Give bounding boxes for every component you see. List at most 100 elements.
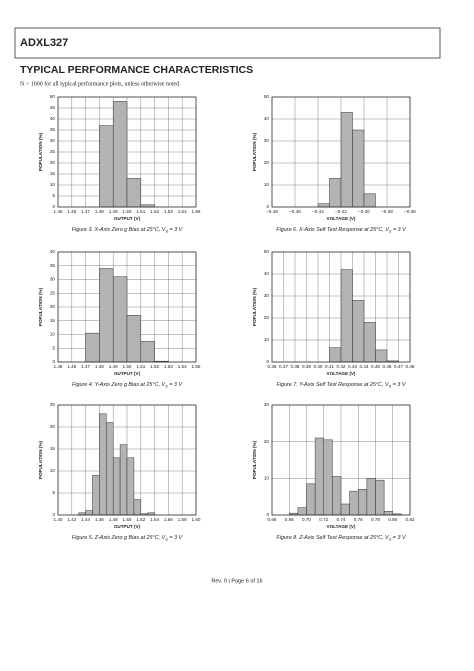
y-tick-label: 25 <box>50 149 56 154</box>
x-tick-label: 1.46 <box>67 209 76 214</box>
y-tick-label: 20 <box>264 160 270 165</box>
x-tick-label: 1.52 <box>150 209 159 214</box>
footer: Rev. 0 | Page 6 of 16 <box>211 578 262 584</box>
histogram-bar <box>340 503 350 516</box>
caption-text: Figure 6. X-Axis Self Test Response at 2… <box>276 227 390 233</box>
y-tick-label: 40 <box>50 116 56 121</box>
y-tick-label: 0 <box>52 512 55 517</box>
x-tick-label: 0.39 <box>302 364 311 369</box>
x-tick-label: 1.42 <box>67 517 76 522</box>
y-tick-label: 20 <box>50 304 56 309</box>
y-axis-label: POPULATION (%) <box>252 287 257 326</box>
y-tick-label: 30 <box>264 138 270 143</box>
y-tick-label: 15 <box>50 171 56 176</box>
y-tick-label: 35 <box>50 263 56 268</box>
x-tick-label: 0.38 <box>291 364 300 369</box>
plot-frame <box>57 251 197 363</box>
x-tick-label: 1.48 <box>95 364 104 369</box>
histogram-bar <box>363 322 376 363</box>
x-tick-label: 0.37 <box>279 364 288 369</box>
plot-frame <box>57 404 197 516</box>
x-tick-label: 1.51 <box>136 364 145 369</box>
y-tick-label: 0 <box>266 359 269 364</box>
x-tick-label: –0.44 <box>312 209 324 214</box>
y-tick-label: 10 <box>264 476 270 481</box>
y-tick-label: 10 <box>50 468 56 473</box>
x-tick-label: 0.78 <box>371 517 380 522</box>
figure-caption: Figure 4. Y-Axis Zero g Bias at 25°C, VS… <box>72 382 183 388</box>
histogram-bar <box>383 511 393 516</box>
x-tick-label: 1.49 <box>109 364 118 369</box>
y-tick-label: 10 <box>50 182 56 187</box>
histogram-bar <box>358 489 368 516</box>
histogram-bar <box>323 439 333 516</box>
y-tick-label: 50 <box>264 94 270 99</box>
histogram-bar <box>99 268 114 363</box>
caption-tail: = 3 V <box>168 382 184 388</box>
caption-tail: = 3 V <box>168 535 184 541</box>
x-tick-label: 1.51 <box>136 209 145 214</box>
x-tick-label: 1.44 <box>81 517 90 522</box>
x-tick-label: 1.50 <box>123 517 132 522</box>
x-tick-label: 0.40 <box>314 364 323 369</box>
section-note: N > 1000 for all typical performance plo… <box>20 80 181 87</box>
y-tick-label: 25 <box>50 290 56 295</box>
caption-tail: = 3 V <box>391 227 407 233</box>
x-tick-label: 0.48 <box>406 364 415 369</box>
x-tick-label: 1.53 <box>164 209 173 214</box>
y-tick-label: 0 <box>266 512 269 517</box>
histogram-bar <box>329 347 342 363</box>
caption-subscript: S <box>165 229 168 234</box>
x-tick-label: –0.42 <box>335 209 347 214</box>
histogram-bar <box>85 510 93 516</box>
x-tick-label: 1.55 <box>192 364 201 369</box>
x-tick-label: 0.68 <box>285 517 294 522</box>
x-tick-label: –0.46 <box>289 209 301 214</box>
caption-tail: = 3 V <box>391 535 407 541</box>
x-tick-label: 0.70 <box>302 517 311 522</box>
x-tick-label: 0.46 <box>383 364 392 369</box>
x-tick-label: 0.82 <box>406 517 415 522</box>
x-tick-label: 1.53 <box>164 364 173 369</box>
x-axis-label: VOLTAGE (V) <box>327 524 356 529</box>
figure-caption: Figure 7. Y-Axis Self Test Response at 2… <box>277 382 407 388</box>
x-tick-label: 1.60 <box>192 517 201 522</box>
x-tick-label: 0.76 <box>354 517 363 522</box>
x-tick-label: 1.40 <box>54 517 63 522</box>
histogram-bar <box>112 457 121 516</box>
histogram-bar <box>340 112 353 208</box>
histogram-bar <box>92 475 100 516</box>
histogram-bar <box>85 332 100 363</box>
x-tick-label: 0.45 <box>371 364 380 369</box>
x-tick-label: –0.40 <box>358 209 370 214</box>
y-tick-label: 20 <box>264 315 270 320</box>
x-tick-label: 0.43 <box>348 364 357 369</box>
y-tick-label: 0 <box>52 204 55 209</box>
x-tick-label: –0.36 <box>404 209 416 214</box>
histogram-bar <box>297 507 307 516</box>
histogram-bar <box>375 479 385 516</box>
histogram-bar <box>363 193 376 208</box>
y-tick-label: 45 <box>50 105 56 110</box>
histogram-bar <box>106 422 114 516</box>
y-tick-label: 30 <box>50 138 56 143</box>
histogram-bar <box>99 125 114 208</box>
histogram-bar <box>317 203 330 208</box>
x-tick-label: 1.45 <box>54 364 63 369</box>
x-tick-label: 1.47 <box>81 209 90 214</box>
y-tick-label: 5 <box>52 490 55 495</box>
y-tick-label: 50 <box>50 94 56 99</box>
x-tick-label: 1.50 <box>123 209 132 214</box>
y-tick-label: 5 <box>52 193 55 198</box>
y-tick-label: 10 <box>264 337 270 342</box>
histogram-bar <box>349 490 359 516</box>
x-tick-label: 1.50 <box>123 364 132 369</box>
x-tick-label: 0.72 <box>319 517 328 522</box>
x-axis-label: VOLTAGE (V) <box>327 371 356 376</box>
x-tick-label: 1.46 <box>67 364 76 369</box>
x-axis-label: OUTPUT (V) <box>114 216 141 221</box>
y-tick-label: 40 <box>50 249 56 254</box>
x-tick-label: 0.41 <box>325 364 334 369</box>
y-tick-label: 5 <box>52 345 55 350</box>
x-tick-label: 1.58 <box>178 517 187 522</box>
